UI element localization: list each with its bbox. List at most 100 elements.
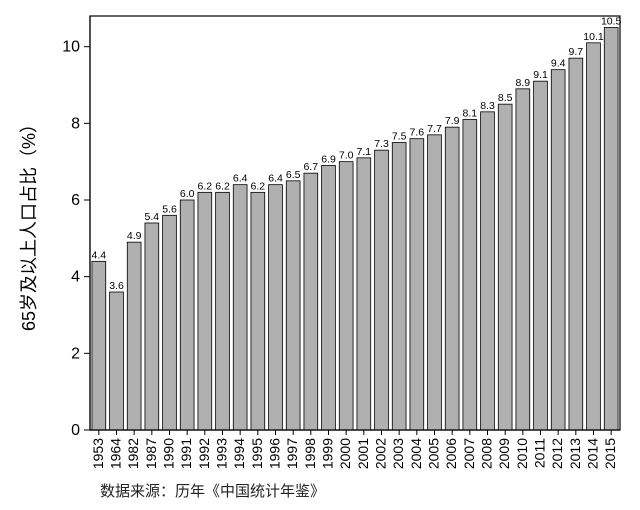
xtick-label: 1998 — [302, 438, 318, 469]
xtick-label: 1964 — [108, 438, 124, 469]
xtick-label: 1990 — [161, 438, 177, 469]
bar — [604, 28, 618, 431]
bar-value-label: 7.9 — [445, 115, 460, 127]
bar-value-label: 7.1 — [357, 146, 372, 158]
bar — [375, 150, 389, 430]
bar — [410, 139, 424, 430]
bar-value-label: 6.0 — [180, 188, 195, 200]
bar-value-label: 8.1 — [463, 108, 478, 120]
xtick-label: 1991 — [178, 438, 194, 469]
bar — [463, 120, 477, 431]
bar — [357, 158, 371, 430]
xtick-label: 2005 — [426, 438, 442, 469]
chart-container: 0 2 4 6 8 10 65岁及以上人口占比（%） 4.4 1953 3.6 1964 4.9 198… — [0, 0, 640, 510]
bar-value-label: 6.4 — [268, 173, 283, 185]
xtick-label: 1987 — [143, 438, 159, 469]
bar — [198, 192, 212, 430]
bar — [428, 135, 442, 430]
bar-value-label: 5.4 — [145, 211, 160, 223]
bar-value-label: 7.6 — [410, 127, 425, 139]
xtick-label: 2010 — [514, 438, 530, 469]
xtick-label: 1996 — [267, 438, 283, 469]
bar-value-label: 4.4 — [92, 249, 107, 261]
xtick-label: 2013 — [567, 438, 583, 469]
xtick-label: 2004 — [408, 438, 424, 469]
bar — [569, 58, 583, 430]
bar-value-label: 7.7 — [427, 123, 442, 135]
bar-value-label: 6.2 — [215, 180, 230, 192]
xtick-label: 1993 — [214, 438, 230, 469]
bar — [251, 192, 265, 430]
bar — [127, 242, 141, 430]
ytick-label: 10 — [62, 39, 80, 56]
bar-value-label: 10.1 — [583, 31, 604, 43]
bar — [392, 143, 406, 431]
xtick-label: 2006 — [443, 438, 459, 469]
bar-value-label: 8.5 — [498, 92, 513, 104]
xtick-label: 1953 — [90, 438, 106, 469]
bar — [445, 127, 459, 430]
bar-value-label: 7.3 — [374, 138, 389, 150]
bar — [304, 173, 318, 430]
bar-value-label: 8.9 — [516, 77, 531, 89]
bar — [587, 43, 601, 430]
bar-value-label: 7.0 — [339, 150, 354, 162]
bar-value-label: 6.4 — [233, 173, 248, 185]
ytick-label: 4 — [71, 269, 80, 286]
bar-value-label: 9.7 — [569, 46, 584, 58]
xtick-label: 2011 — [532, 438, 548, 468]
xtick-label: 2001 — [355, 438, 371, 469]
xtick-label: 2007 — [461, 438, 477, 469]
xtick-label: 2002 — [373, 438, 389, 469]
xtick-label: 1999 — [320, 438, 336, 469]
xtick-label: 2009 — [496, 438, 512, 469]
bar — [481, 112, 495, 430]
xtick-label: 1994 — [231, 438, 247, 469]
bar-value-label: 6.2 — [251, 180, 266, 192]
bar — [269, 185, 283, 430]
data-source-text: 数据来源：历年《中国统计年鉴》 — [100, 483, 325, 500]
ytick-label: 8 — [71, 115, 80, 132]
bar-value-label: 6.5 — [286, 169, 301, 181]
bar-value-label: 6.9 — [321, 154, 336, 166]
bar — [180, 200, 194, 430]
xtick-label: 2000 — [337, 438, 353, 469]
bar-value-label: 4.9 — [127, 230, 142, 242]
bar — [110, 292, 124, 430]
bar-value-label: 6.2 — [198, 180, 213, 192]
bar-value-label: 10.5 — [601, 16, 622, 28]
bar — [498, 104, 512, 430]
xtick-label: 2003 — [390, 438, 406, 469]
bar-chart-svg: 0 2 4 6 8 10 65岁及以上人口占比（%） 4.4 1953 3.6 1964 4.9 198… — [0, 0, 640, 510]
xtick-label: 2012 — [549, 438, 565, 469]
bar — [534, 81, 548, 430]
bar-value-label: 7.5 — [392, 131, 407, 143]
bar — [286, 181, 300, 430]
bar — [233, 185, 247, 430]
xtick-label: 1995 — [249, 438, 265, 469]
bar-value-label: 5.6 — [162, 203, 177, 215]
xtick-label: 2014 — [585, 438, 601, 469]
ytick-label: 6 — [71, 192, 80, 209]
bar — [216, 192, 230, 430]
bar — [145, 223, 159, 430]
xtick-label: 1992 — [196, 438, 212, 469]
bar-value-label: 6.7 — [304, 161, 319, 173]
bar — [163, 215, 177, 430]
bar-value-label: 3.6 — [109, 280, 124, 292]
xtick-label: 2015 — [602, 438, 618, 469]
bar — [339, 162, 353, 430]
bar — [322, 166, 336, 431]
bar — [92, 261, 106, 430]
ytick-label: 2 — [71, 345, 80, 362]
xtick-label: 2008 — [479, 438, 495, 469]
xtick-label: 1997 — [284, 438, 300, 469]
ytick-label: 0 — [71, 422, 80, 439]
bar-value-label: 9.4 — [551, 58, 566, 70]
bar — [551, 70, 565, 430]
bar — [516, 89, 530, 430]
xtick-label: 1982 — [125, 438, 141, 469]
bar-value-label: 8.3 — [480, 100, 495, 112]
y-axis-label: 65岁及以上人口占比（%） — [19, 115, 39, 331]
bar-value-label: 9.1 — [533, 69, 548, 81]
